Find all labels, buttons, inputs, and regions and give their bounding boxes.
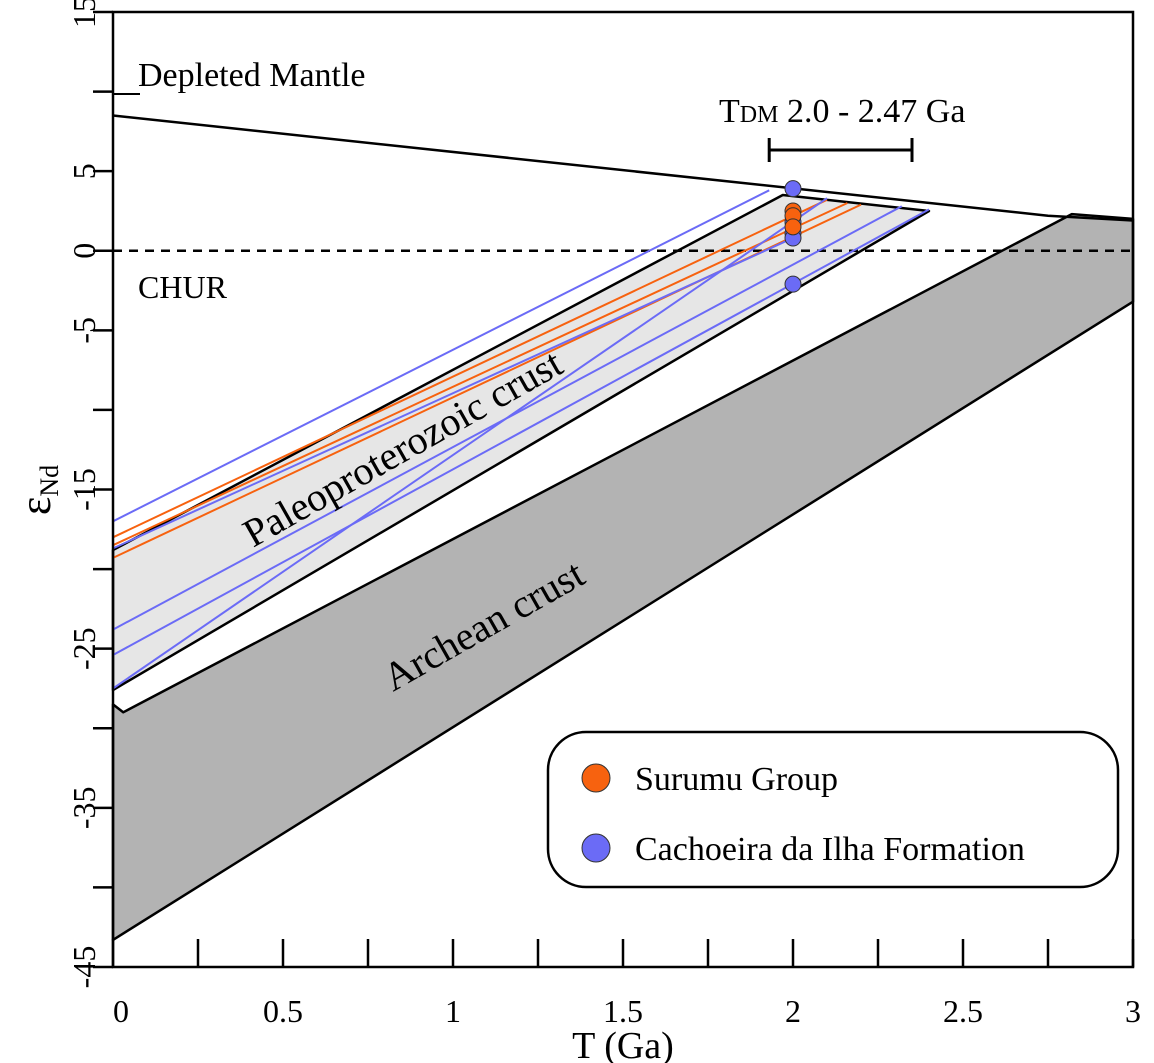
y-axis-title: εNd [11, 465, 64, 515]
y-tick-label: -45 [66, 946, 102, 989]
legend-label-1: Cachoeira da Ilha Formation [635, 831, 1025, 868]
legend-marker-0 [581, 763, 611, 793]
legend-box [546, 730, 1120, 889]
tdm-range-text: 2.0 - 2.47 Ga [778, 93, 965, 130]
evolution-line-series-1-1 [112, 197, 828, 690]
tdm-range-label: TDM 2.0 - 2.47 Ga [719, 93, 965, 130]
tdm-prefix: T [719, 93, 740, 130]
data-point-series-1-0 [784, 180, 802, 198]
reference-lines [112, 114, 1134, 253]
data-point-series-0-2 [784, 218, 802, 236]
y-tick-label: -35 [66, 786, 102, 829]
axis-ticks [93, 10, 1135, 969]
x-tick-label: 2.5 [943, 993, 983, 1029]
y-tick-label: 5 [66, 163, 102, 179]
x-axis-title: T (Ga) [572, 1025, 674, 1063]
legend-marker-1 [581, 833, 611, 863]
y-tick-label: -5 [66, 317, 102, 344]
y-axis-title-main: ε [11, 497, 60, 515]
x-tick-label: 3 [1125, 993, 1141, 1029]
data-point-series-1-4 [784, 275, 802, 293]
legend-label-0: Surumu Group [635, 761, 838, 798]
y-tick-label: -15 [66, 468, 102, 511]
depleted-mantle-label: Depleted Mantle [138, 57, 366, 94]
x-tick-label: 2 [785, 993, 801, 1029]
y-tick-label: 0 [66, 243, 102, 259]
x-tick-label: 0.5 [263, 993, 303, 1029]
x-tick-label: 0 [113, 993, 129, 1029]
evolution-line-series-0-0 [112, 198, 828, 539]
data-points [784, 180, 802, 293]
evolution-line-series-1-4 [112, 237, 794, 550]
chur-label: CHUR [138, 269, 228, 305]
y-axis-title-sub: Nd [35, 465, 64, 497]
legend: Surumu Group Cachoeira da Ilha Formation [546, 730, 1120, 889]
depleted-mantle-line [112, 114, 1134, 222]
y-tick-label: 15 [66, 0, 102, 28]
x-tick-label: 1 [445, 993, 461, 1029]
evolution-line-series-1-2 [112, 205, 903, 631]
x-tick-label: 1.5 [603, 993, 643, 1029]
evolution-line-series-0-1 [112, 202, 848, 547]
tdm-range-bracket [767, 138, 914, 162]
svg-text:εNd: εNd [11, 465, 64, 515]
axis-tick-labels: 0 0.5 1 1.5 2 2.5 3 -45 -35 -25 -15 -5 0 5 15 [66, 0, 1141, 1029]
y-tick-label: -25 [66, 627, 102, 670]
tdm-subscript: DM [740, 102, 779, 128]
evolution-line-series-1-0 [112, 189, 770, 523]
